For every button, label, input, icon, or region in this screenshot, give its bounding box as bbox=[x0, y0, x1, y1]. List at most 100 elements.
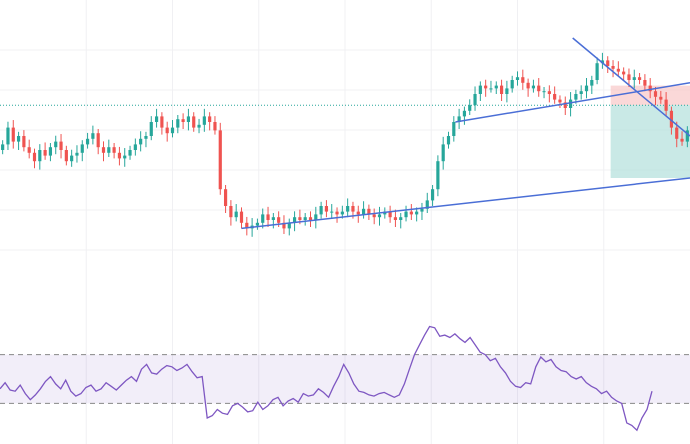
candle-body bbox=[351, 206, 355, 212]
candle-body bbox=[659, 96, 663, 100]
candle-body bbox=[1, 144, 5, 150]
candle-body bbox=[595, 63, 599, 80]
candle-body bbox=[208, 116, 212, 122]
candle-body bbox=[473, 94, 477, 106]
candle-body bbox=[324, 206, 329, 212]
candle-body bbox=[468, 105, 472, 111]
candle-body bbox=[415, 211, 419, 215]
candle-body bbox=[22, 136, 26, 148]
candle-body bbox=[154, 116, 159, 122]
trendlines bbox=[241, 37, 690, 230]
candle-body bbox=[584, 85, 589, 92]
candle-body bbox=[107, 147, 111, 153]
rsi-band-fill bbox=[0, 354, 690, 404]
candle-body bbox=[38, 150, 42, 162]
candle-body bbox=[16, 136, 21, 142]
candle-body bbox=[553, 94, 557, 100]
candle-body bbox=[685, 130, 689, 142]
candle-body bbox=[80, 144, 84, 153]
candle-body bbox=[531, 85, 536, 89]
candle-body bbox=[404, 211, 408, 218]
candle-body bbox=[144, 136, 148, 139]
candle-body bbox=[377, 214, 382, 218]
candle-body bbox=[282, 222, 286, 229]
candle-body bbox=[59, 141, 63, 150]
candle-body bbox=[484, 85, 488, 89]
candle-body bbox=[346, 206, 350, 212]
candle-body bbox=[627, 74, 631, 80]
candle-body bbox=[388, 211, 392, 218]
candle-body bbox=[27, 147, 31, 153]
candle-body bbox=[393, 217, 398, 220]
candle-body bbox=[462, 110, 467, 117]
candle-body bbox=[239, 211, 244, 223]
candle-body bbox=[213, 122, 217, 131]
candle-body bbox=[117, 152, 122, 159]
candle-body bbox=[75, 152, 79, 156]
candle-body bbox=[648, 85, 652, 92]
candle-body bbox=[101, 147, 106, 153]
candle-body bbox=[606, 60, 610, 66]
candle-body bbox=[489, 88, 493, 90]
candle-body bbox=[96, 133, 100, 148]
candle-body bbox=[266, 214, 270, 220]
candle-body bbox=[70, 155, 74, 162]
candle-body bbox=[372, 214, 376, 218]
candle-body bbox=[653, 91, 658, 97]
candle-body bbox=[298, 217, 302, 220]
candle-body bbox=[542, 91, 546, 93]
candle-body bbox=[123, 155, 127, 159]
candle-body bbox=[223, 189, 228, 206]
candle-body bbox=[176, 119, 180, 128]
candles bbox=[1, 52, 689, 237]
candle-body bbox=[85, 138, 90, 145]
candle-body bbox=[574, 94, 578, 100]
candle-body bbox=[340, 211, 344, 215]
candle-body bbox=[165, 127, 169, 134]
candle-body bbox=[590, 80, 594, 86]
candle-body bbox=[563, 102, 567, 108]
candle-body bbox=[622, 71, 626, 75]
candle-body bbox=[494, 85, 498, 89]
candle-body bbox=[643, 80, 647, 86]
candle-body bbox=[537, 85, 541, 92]
candle-body bbox=[277, 217, 281, 223]
candle-body bbox=[292, 217, 297, 223]
candle-body bbox=[669, 110, 674, 128]
candle-body bbox=[680, 138, 684, 142]
candle-body bbox=[128, 150, 132, 156]
candle-body bbox=[139, 138, 143, 145]
take-profit-zone bbox=[610, 105, 690, 178]
candle-body bbox=[515, 77, 520, 80]
candle-body bbox=[54, 141, 58, 148]
candle-body bbox=[558, 99, 562, 103]
candle-body bbox=[425, 200, 429, 209]
candle-body bbox=[245, 222, 249, 229]
candle-body bbox=[675, 127, 679, 139]
trendline-middle-support bbox=[455, 82, 690, 123]
candle-body bbox=[579, 91, 583, 94]
candle-body bbox=[367, 208, 371, 215]
candle-body bbox=[510, 80, 514, 89]
candle-body bbox=[314, 214, 318, 220]
candle-body bbox=[457, 116, 461, 122]
candle-body bbox=[181, 119, 185, 122]
candle-body bbox=[409, 211, 413, 215]
candle-body bbox=[616, 68, 620, 72]
candle-body bbox=[361, 208, 366, 215]
candle-body bbox=[112, 147, 116, 153]
candle-body bbox=[255, 222, 260, 226]
trendline-resistance bbox=[572, 37, 690, 137]
candle-body bbox=[526, 82, 530, 89]
candle-body bbox=[319, 206, 323, 215]
candle-body bbox=[160, 116, 164, 128]
candle-body bbox=[330, 211, 334, 213]
candle-body bbox=[521, 77, 525, 83]
candle-body bbox=[436, 161, 440, 190]
candle-body bbox=[600, 60, 605, 64]
candle-body bbox=[170, 127, 175, 134]
candle-body bbox=[202, 116, 206, 125]
candle-body bbox=[271, 217, 275, 220]
candle-body bbox=[664, 99, 668, 111]
